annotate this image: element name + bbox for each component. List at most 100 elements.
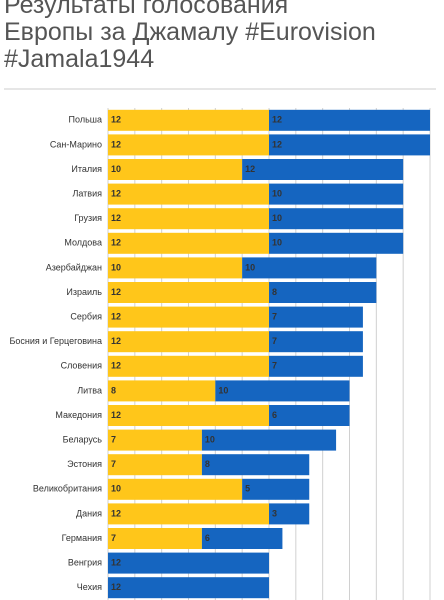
- y-tick-label: Молдова: [64, 238, 102, 248]
- bar-segment: [242, 159, 404, 180]
- bar-segment: [108, 380, 216, 402]
- chart-title: Результаты голосования Европы за Джамалу…: [4, 0, 376, 73]
- y-tick-label: Литва: [77, 385, 102, 395]
- data-label: 12: [111, 115, 121, 125]
- data-label: 7: [272, 361, 277, 371]
- data-label: 12: [111, 287, 121, 297]
- data-label: 12: [272, 115, 282, 125]
- bar-segment: [108, 429, 202, 451]
- data-label: 8: [272, 287, 277, 297]
- data-label: 10: [205, 434, 215, 444]
- bar-segment: [108, 454, 202, 476]
- bar-segment: [269, 208, 404, 230]
- bar-segment: [269, 405, 350, 426]
- bar-segment: [215, 380, 350, 402]
- y-tick-label: Польша: [69, 115, 102, 125]
- bar-segment: [108, 282, 269, 303]
- bar-segment: [108, 109, 269, 131]
- bar-segment: [108, 355, 269, 377]
- bar-segment: [269, 183, 404, 205]
- bar-segment: [269, 282, 377, 303]
- bar-segment: [269, 232, 404, 254]
- data-label: 10: [111, 262, 121, 272]
- data-label: 8: [111, 385, 116, 395]
- data-label: 10: [111, 164, 121, 174]
- bar-segment: [201, 528, 283, 549]
- data-label: 12: [245, 164, 255, 174]
- y-tick-label: Сан-Марино: [50, 139, 102, 149]
- y-tick-label: Босния и Герцеговина: [9, 336, 102, 346]
- bar-segment: [269, 134, 430, 156]
- data-label: 12: [111, 582, 121, 592]
- data-label: 10: [245, 262, 255, 272]
- bar-segment: [108, 331, 269, 353]
- y-tick-label: Эстония: [67, 459, 102, 469]
- data-label: 7: [272, 336, 277, 346]
- data-label: 7: [111, 459, 116, 469]
- bar-segment: [108, 208, 269, 230]
- bar-segment: [269, 355, 363, 377]
- y-tick-label: Италия: [71, 164, 102, 174]
- y-tick-label: Азербайджан: [46, 262, 102, 272]
- data-label: 12: [272, 139, 282, 149]
- y-tick-label: Словения: [61, 361, 103, 371]
- separator: [4, 88, 436, 90]
- data-label: 7: [111, 533, 116, 543]
- y-tick-label: Сербия: [70, 311, 102, 321]
- bar-segment: [269, 306, 363, 328]
- bar-segment: [108, 478, 243, 500]
- data-label: 12: [111, 336, 121, 346]
- data-label: 10: [272, 213, 282, 223]
- data-label: 12: [111, 508, 121, 518]
- bar-segment: [108, 183, 269, 205]
- data-label: 12: [111, 213, 121, 223]
- y-tick-label: Македония: [55, 410, 102, 420]
- data-label: 6: [272, 410, 277, 420]
- data-label: 12: [111, 557, 121, 567]
- bar-segment: [269, 109, 430, 131]
- data-label: 12: [111, 188, 121, 198]
- bar-segment: [242, 478, 310, 500]
- y-tick-label: Беларусь: [63, 434, 103, 444]
- bar-segment: [108, 577, 269, 599]
- bar-segment: [269, 503, 310, 525]
- bar-segment: [108, 134, 269, 156]
- y-tick-label: Великобритания: [33, 484, 102, 494]
- data-label: 12: [111, 361, 121, 371]
- data-label: 12: [111, 311, 121, 321]
- bar-segment: [108, 528, 202, 549]
- bar-segment: [108, 257, 243, 279]
- bar-segment: [201, 454, 310, 476]
- data-label: 3: [272, 508, 277, 518]
- bar-segment: [242, 257, 377, 279]
- data-label: 5: [245, 484, 250, 494]
- data-label: 8: [205, 459, 210, 469]
- y-tick-label: Израиль: [66, 287, 102, 297]
- bar-segment: [108, 552, 269, 574]
- data-label: 7: [272, 311, 277, 321]
- data-label: 12: [111, 139, 121, 149]
- y-tick-label: Латвия: [72, 188, 102, 198]
- data-label: 10: [218, 385, 228, 395]
- bar-segment: [269, 331, 363, 353]
- y-tick-label: Дания: [76, 508, 102, 518]
- data-label: 10: [272, 188, 282, 198]
- bar-segment: [108, 503, 269, 525]
- data-label: 12: [111, 410, 121, 420]
- bar-segment: [108, 232, 269, 254]
- data-label: 6: [205, 533, 210, 543]
- data-label: 12: [111, 238, 121, 248]
- data-label: 10: [111, 484, 121, 494]
- y-tick-label: Грузия: [74, 213, 102, 223]
- bar-segment: [108, 405, 269, 426]
- y-tick-label: Чехия: [77, 582, 102, 592]
- bar-segment: [108, 159, 243, 180]
- data-label: 10: [272, 238, 282, 248]
- y-tick-label: Венгрия: [68, 557, 102, 567]
- bar-segment: [108, 306, 269, 328]
- bar-segment: [201, 429, 337, 451]
- y-tick-label: Германия: [62, 533, 102, 543]
- data-label: 7: [111, 434, 116, 444]
